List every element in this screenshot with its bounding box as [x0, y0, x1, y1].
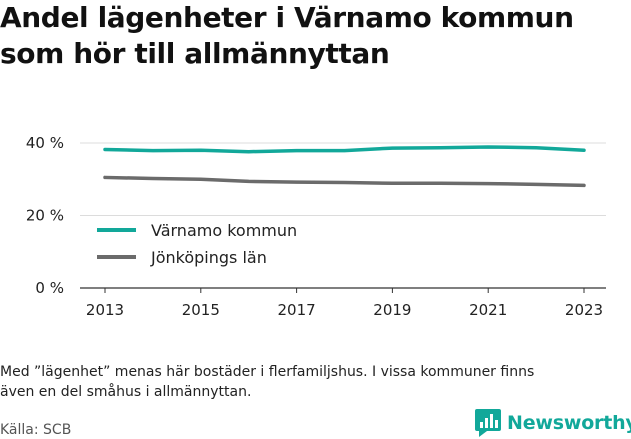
x-tick-label-2017: 2017 [278, 301, 316, 319]
source-label: Källa: SCB [0, 422, 72, 438]
footnote-line-2: även en del småhus i allmännyttan. [0, 384, 252, 400]
y-tick-label-0: 0 % [35, 279, 64, 297]
line-chart: 0 % 20 % 40 % 2013 2015 2017 2019 2021 2023 Vär… [26, 134, 606, 319]
series-line-2 [103, 175, 586, 188]
legend-label-2: Jönköpings län [150, 248, 267, 267]
newsworthy-logo-icon [475, 409, 501, 437]
x-tick-label-2013: 2013 [86, 301, 124, 319]
chart-title-line-1: Andel lägenheter i Värnamo kommun [0, 1, 574, 34]
chart-title: Andel lägenheter i Värnamo kommun som hö… [0, 0, 631, 72]
x-tick-label-2019: 2019 [373, 301, 411, 319]
y-tick-label-20: 20 % [26, 207, 64, 225]
x-tick-label-2021: 2021 [469, 301, 507, 319]
footnote-line-1: Med ”lägenhet” menas här bostäder i fler… [0, 364, 535, 380]
brand-name: Newsworthy [507, 412, 631, 434]
y-tick-label-40: 40 % [26, 134, 64, 152]
newsworthy-brand: Newsworthy [475, 408, 631, 438]
legend-label-1: Värnamo kommun [151, 221, 297, 240]
x-tick-label-2023: 2023 [565, 301, 603, 319]
footnote: Med ”lägenhet” menas här bostäder i fler… [0, 362, 610, 402]
chart-title-line-2: som hör till allmännyttan [0, 37, 390, 70]
grid-lines [80, 142, 606, 289]
series-line-1 [103, 145, 586, 154]
x-axis-tick-labels: 2013 2015 2017 2019 2021 2023 [86, 288, 603, 319]
y-axis-tick-labels: 0 % 20 % 40 % [26, 134, 64, 297]
series-lines [103, 145, 586, 188]
x-tick-label-2015: 2015 [182, 301, 220, 319]
legend: Värnamo kommun Jönköpings län [97, 221, 297, 267]
